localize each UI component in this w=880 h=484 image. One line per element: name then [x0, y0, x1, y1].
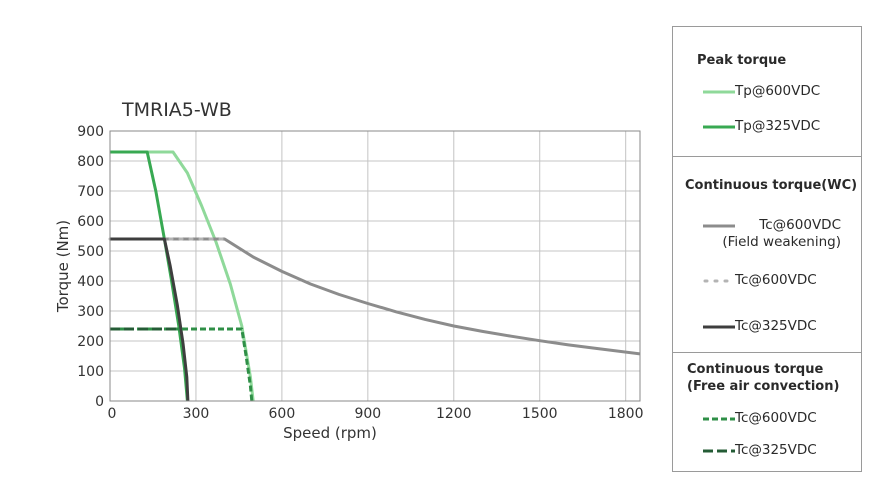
series-line-4: [110, 237, 190, 402]
series-lines: [108, 150, 641, 402]
legend-swatch-tc-600-field-weakening: [703, 224, 735, 228]
y-tick-label: 500: [77, 244, 104, 260]
x-axis-label: Speed (rpm): [283, 424, 377, 442]
x-tick-label: 300: [183, 406, 210, 422]
legend-label: Tc@600VDC: [735, 410, 817, 426]
legend-swatch-tp-600: [703, 90, 735, 94]
legend-group-peak-torque: Peak torque Tp@600VDC Tp@325VDC: [673, 27, 861, 156]
series-line-1: [110, 150, 189, 402]
y-tick-label: 400: [77, 274, 104, 290]
legend-group-continuous-free-air: Continuous torque (Free air convection) …: [673, 352, 861, 471]
legend-group-continuous-wc: Continuous torque(WC) Tc@600VDC (Field w…: [673, 156, 861, 352]
y-tick-label: 800: [77, 154, 104, 170]
y-tick-label: 200: [77, 334, 104, 350]
legend-item-tc-600-free-air: Tc@600VDC: [673, 410, 861, 430]
x-tick-label: 1500: [522, 406, 558, 422]
legend-item-tc-600-field-weakening: Tc@600VDC (Field weakening): [673, 217, 861, 253]
legend-group-title: Continuous torque(WC): [685, 178, 858, 193]
legend-label: Tc@600VDC: [735, 272, 817, 288]
legend: Peak torque Tp@600VDC Tp@325VDC Continuo…: [672, 26, 862, 472]
legend-swatch-tc-325: [703, 325, 735, 329]
series-line-0: [110, 150, 255, 402]
legend-item-tp-325: Tp@325VDC: [673, 118, 861, 138]
legend-item-tp-600: Tp@600VDC: [673, 83, 861, 103]
y-tick-label: 0: [95, 394, 104, 410]
legend-item-tc-325: Tc@325VDC: [673, 318, 861, 338]
legend-group-title: Continuous torque (Free air convection): [687, 362, 840, 394]
x-tick-label: 1800: [608, 406, 644, 422]
y-axis-label: Torque (Nm): [54, 220, 72, 313]
grid: [109, 130, 640, 402]
legend-group-title: Peak torque: [697, 53, 787, 68]
legend-swatch-tp-325: [703, 125, 735, 129]
legend-label: Tp@600VDC: [735, 83, 821, 99]
legend-label: Tc@325VDC: [735, 318, 817, 334]
y-tick-label: 300: [77, 304, 104, 320]
y-tick-label: 900: [77, 124, 104, 140]
x-tick-label: 0: [108, 406, 117, 422]
tick-labels: 0 100 200 300 400 500 600 700 800 900 0 300 600 900 12…: [77, 124, 643, 422]
legend-item-tc-325-free-air: Tc@325VDC: [673, 442, 861, 462]
legend-item-tc-600: Tc@600VDC: [673, 272, 861, 292]
plot-frame: [109, 130, 641, 402]
x-tick-label: 900: [354, 406, 381, 422]
legend-label: Tc@600VDC (Field weakening): [722, 217, 841, 250]
chart-title: TMRIA5-WB: [121, 99, 232, 121]
legend-label: Tp@325VDC: [735, 118, 821, 134]
series-line-5: [110, 327, 254, 402]
x-tick-label: 600: [269, 406, 296, 422]
x-tick-label: 1200: [436, 406, 472, 422]
legend-swatch-tc-600-dashed: [703, 417, 735, 421]
legend-label: Tc@325VDC: [735, 442, 817, 458]
y-tick-label: 700: [77, 184, 104, 200]
y-tick-label: 600: [77, 214, 104, 230]
series-line-2: [110, 237, 641, 356]
y-tick-label: 100: [77, 364, 104, 380]
legend-swatch-tc-600-dotted: [703, 279, 735, 283]
legend-swatch-tc-325-dashed: [703, 449, 735, 453]
